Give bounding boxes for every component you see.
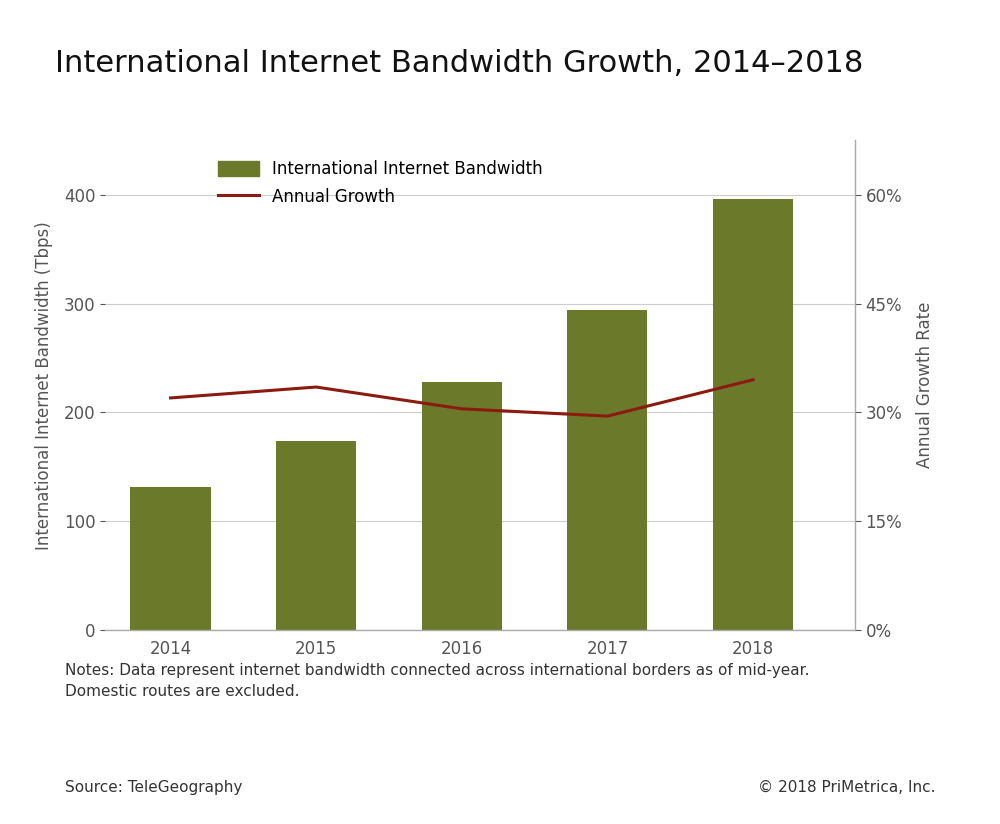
Y-axis label: Annual Growth Rate: Annual Growth Rate xyxy=(916,302,934,468)
Bar xyxy=(130,486,211,630)
Text: Notes: Data represent internet bandwidth connected across international borders : Notes: Data represent internet bandwidth… xyxy=(65,663,810,678)
Text: Domestic routes are excluded.: Domestic routes are excluded. xyxy=(65,684,300,699)
Text: Source: TeleGeography: Source: TeleGeography xyxy=(65,780,242,795)
Legend: International Internet Bandwidth, Annual Growth: International Internet Bandwidth, Annual… xyxy=(211,153,550,213)
Bar xyxy=(276,441,356,630)
Bar xyxy=(422,382,502,630)
Text: International Internet Bandwidth Growth, 2014–2018: International Internet Bandwidth Growth,… xyxy=(55,49,863,78)
Text: © 2018 PriMetrica, Inc.: © 2018 PriMetrica, Inc. xyxy=(758,780,935,795)
Bar xyxy=(713,199,793,630)
Y-axis label: International Internet Bandwidth (Tbps): International Internet Bandwidth (Tbps) xyxy=(35,221,53,550)
Bar xyxy=(567,310,647,630)
